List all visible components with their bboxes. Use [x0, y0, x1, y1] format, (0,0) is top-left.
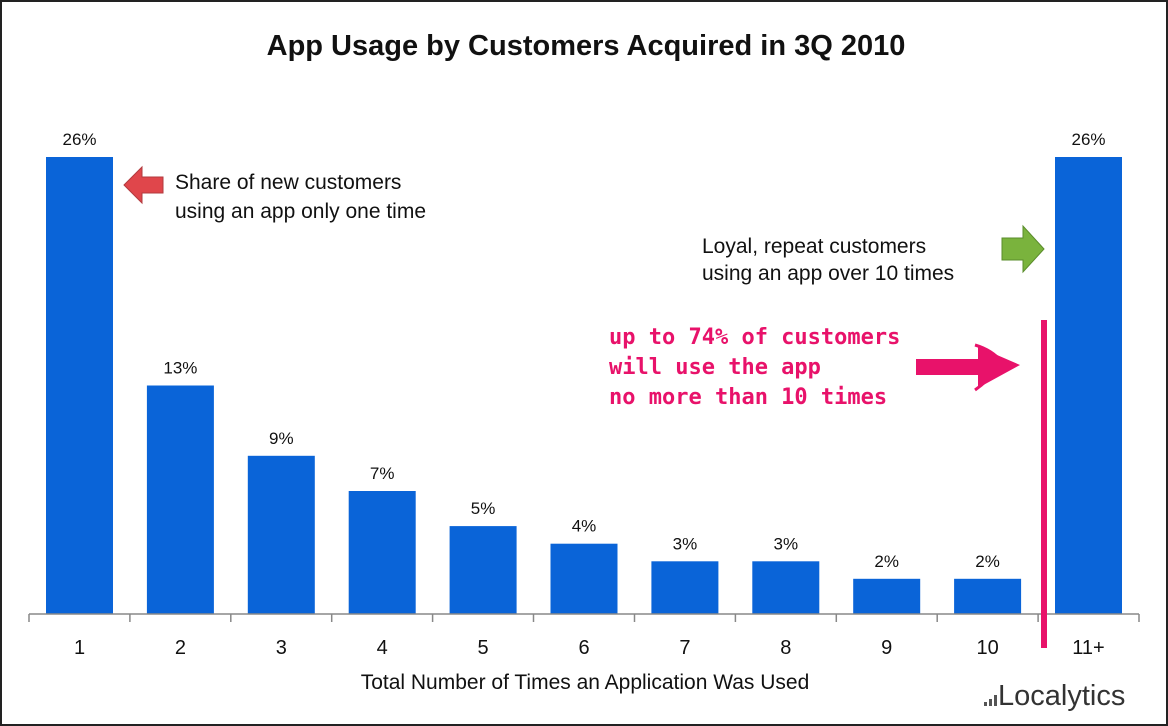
- tick-label-6: 6: [578, 637, 589, 659]
- bar-4: [348, 491, 416, 614]
- bar-10: [954, 578, 1022, 614]
- annotation-loyal-line1: Loyal, repeat customers: [702, 235, 926, 258]
- tick-label-7: 7: [679, 637, 690, 659]
- tick-label-3: 3: [276, 637, 287, 659]
- handwritten-note-line1: up to 74% of customers: [609, 325, 900, 350]
- bar-7: [651, 561, 719, 614]
- arrow-left-icon: [123, 165, 164, 205]
- tick-label-9: 9: [881, 637, 892, 659]
- tick-label-10: 10: [976, 637, 998, 659]
- annotation-one-time-line2: using an app only one time: [175, 200, 426, 223]
- bar-8: [752, 561, 820, 614]
- tick-label-4: 4: [377, 637, 388, 659]
- value-label-6: 4%: [572, 517, 597, 536]
- bar-9: [853, 578, 921, 614]
- x-axis-label: Total Number of Times an Application Was…: [361, 671, 810, 694]
- value-label-7: 3%: [673, 534, 698, 553]
- value-label-11+: 26%: [1071, 130, 1105, 149]
- tick-label-11+: 11+: [1072, 637, 1104, 659]
- hand-drawn-arrow-icon: [916, 343, 1020, 392]
- bar-3: [247, 455, 315, 614]
- value-label-2: 13%: [163, 359, 197, 378]
- annotation-loyal-line2: using an app over 10 times: [702, 262, 954, 285]
- tick-label-5: 5: [478, 637, 489, 659]
- tick-label-1: 1: [74, 637, 85, 659]
- bar-5: [449, 526, 517, 614]
- chart-title: App Usage by Customers Acquired in 3Q 20…: [267, 30, 906, 62]
- annotation-one-time-line1: Share of new customers: [175, 171, 401, 194]
- value-label-1: 26%: [62, 130, 96, 149]
- tick-label-8: 8: [780, 637, 791, 659]
- value-label-3: 9%: [269, 429, 294, 448]
- handwritten-note-line2: will use the app: [609, 355, 821, 380]
- bar-2: [146, 385, 214, 614]
- value-label-5: 5%: [471, 499, 496, 518]
- value-label-9: 2%: [874, 552, 899, 571]
- arrow-right-icon: [1001, 224, 1045, 274]
- value-label-10: 2%: [975, 552, 1000, 571]
- bar-11+: [1055, 157, 1122, 614]
- value-label-4: 7%: [370, 464, 395, 483]
- bar-1: [46, 157, 113, 614]
- handwritten-note-line3: no more than 10 times: [609, 385, 887, 410]
- tick-label-2: 2: [175, 637, 186, 659]
- localytics-logo: Localytics: [984, 680, 1125, 712]
- logo-text: Localytics: [998, 680, 1125, 712]
- bar-6: [550, 543, 618, 614]
- value-label-8: 3%: [774, 534, 799, 553]
